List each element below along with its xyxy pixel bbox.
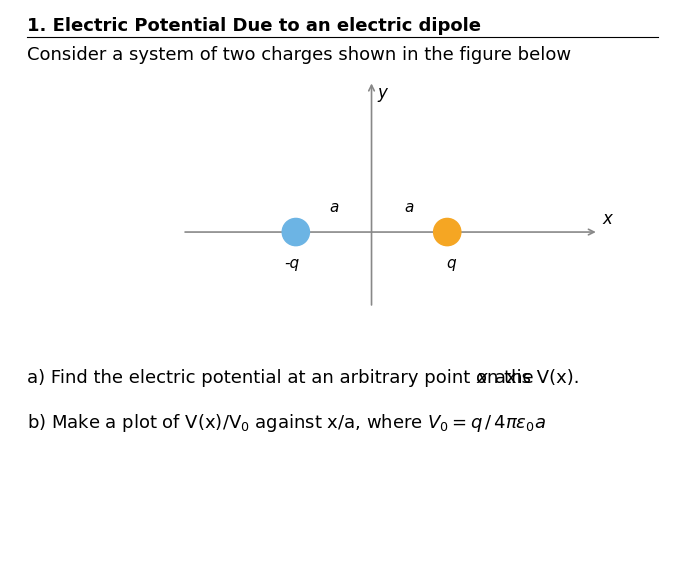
Text: q: q: [446, 256, 456, 271]
Text: axis V(x).: axis V(x).: [489, 369, 580, 386]
Text: x: x: [602, 210, 612, 228]
Text: b) Make a plot of V(x)/V$_0$ against x/a, where $V_0 = q\,/\,4\pi\varepsilon_0 a: b) Make a plot of V(x)/V$_0$ against x/a…: [27, 412, 547, 434]
Text: x: x: [477, 369, 488, 386]
Text: a: a: [405, 200, 414, 215]
Text: Consider a system of two charges shown in the figure below: Consider a system of two charges shown i…: [27, 46, 571, 64]
Circle shape: [434, 218, 461, 246]
Text: -q: -q: [284, 256, 299, 271]
Text: 1. Electric Potential Due to an electric dipole: 1. Electric Potential Due to an electric…: [27, 17, 482, 35]
Text: a: a: [329, 200, 338, 215]
Circle shape: [282, 218, 310, 246]
Text: a) Find the electric potential at an arbitrary point on the: a) Find the electric potential at an arb…: [27, 369, 540, 386]
Text: y: y: [377, 85, 388, 103]
